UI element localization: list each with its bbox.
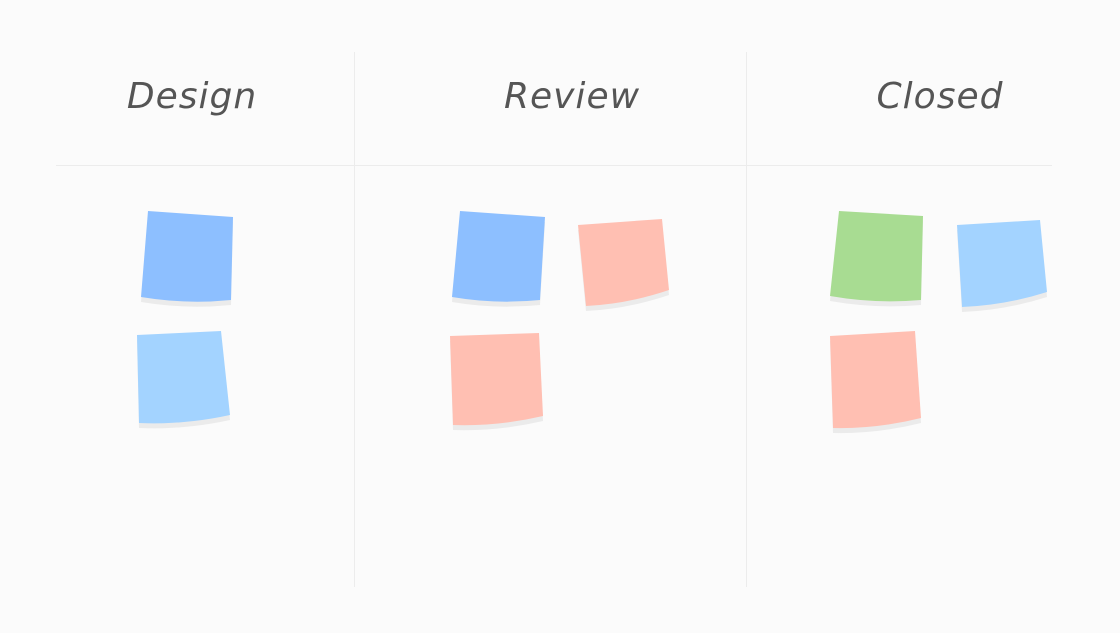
sticky-note[interactable] (450, 333, 543, 426)
sticky-note[interactable] (452, 211, 545, 302)
column-header-closed: Closed (876, 76, 1004, 117)
column-header-review: Review (503, 76, 641, 117)
sticky-note[interactable] (830, 211, 923, 302)
column-header-design: Design (126, 76, 258, 117)
sticky-note[interactable] (578, 219, 669, 306)
header-divider (56, 165, 1052, 166)
column-divider (354, 52, 355, 587)
column-divider (746, 52, 747, 587)
sticky-note[interactable] (957, 220, 1047, 307)
sticky-note[interactable] (141, 211, 233, 302)
sticky-note[interactable] (830, 331, 921, 429)
sticky-note[interactable] (137, 331, 230, 424)
